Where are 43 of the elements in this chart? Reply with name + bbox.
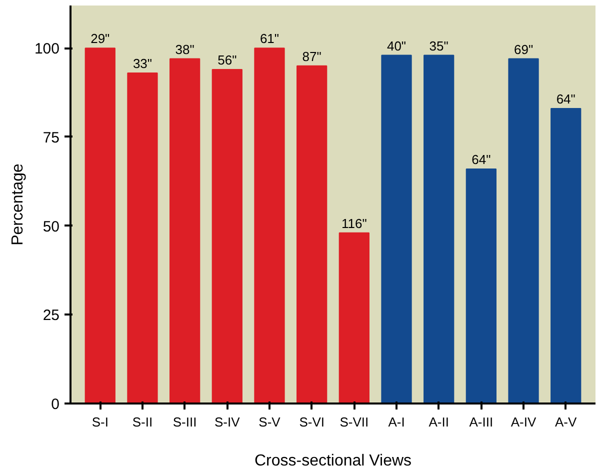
- x-tick-label: S-V: [258, 414, 281, 430]
- annotation: 64": [472, 152, 492, 167]
- x-tick-label: A-IV: [510, 414, 536, 430]
- x-tick-label: S-IV: [214, 414, 240, 430]
- x-tick-label: A-III: [469, 414, 494, 430]
- bar: [338, 232, 370, 404]
- bar: [254, 48, 285, 404]
- annotation: 87": [302, 48, 322, 64]
- annotation: 56": [218, 52, 238, 68]
- y-tick-label: 50: [42, 218, 60, 236]
- bar: [296, 65, 328, 404]
- bar: [127, 72, 158, 404]
- bar: [508, 58, 539, 404]
- y-tick-label: 75: [42, 129, 60, 146]
- annotation: 33": [132, 56, 152, 72]
- annotation: 38": [175, 42, 195, 57]
- x-axis-title: Cross-sectional Views: [254, 452, 412, 470]
- bar: [550, 108, 582, 404]
- x-tick-label: S-I: [92, 414, 108, 430]
- x-tick-label: S-VI: [299, 414, 324, 430]
- bar: [212, 68, 242, 404]
- y-axis-title: Percentage: [9, 163, 26, 246]
- annotation: 35": [429, 38, 449, 54]
- x-tick-label: S-II: [132, 414, 153, 430]
- x-tick-label: A-II: [428, 414, 449, 430]
- bar: [424, 54, 454, 404]
- annotation: 69": [514, 42, 534, 57]
- x-tick-label: S-III: [172, 414, 197, 430]
- annotation: 29": [90, 31, 110, 46]
- annotation: 40": [386, 38, 406, 54]
- bar: [169, 58, 200, 404]
- annotation: 64": [556, 92, 576, 107]
- annotation: 61": [260, 31, 280, 46]
- bar: [466, 168, 497, 404]
- y-tick-label: 25: [42, 307, 60, 324]
- bar: [381, 54, 412, 404]
- x-tick-label: A-I: [388, 414, 405, 430]
- x-tick-label: S-VII: [340, 414, 369, 430]
- y-tick-label: 100: [34, 40, 60, 58]
- bar: [84, 48, 116, 404]
- y-tick-label: 0: [51, 396, 60, 413]
- annotation: 116": [342, 216, 368, 231]
- x-tick-label: A-V: [555, 414, 578, 430]
